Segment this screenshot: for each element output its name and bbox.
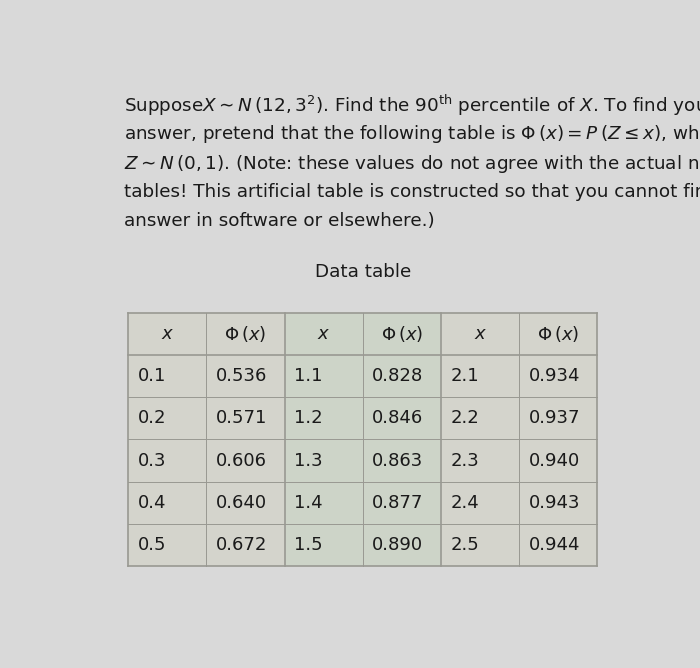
Text: 0.4: 0.4 — [138, 494, 166, 512]
Text: 0.3: 0.3 — [138, 452, 166, 470]
Text: 0.943: 0.943 — [528, 494, 580, 512]
Text: 1.4: 1.4 — [294, 494, 323, 512]
Text: 2.3: 2.3 — [450, 452, 480, 470]
Text: 2.2: 2.2 — [450, 409, 480, 428]
Text: 0.5: 0.5 — [138, 536, 166, 554]
Text: 0.536: 0.536 — [216, 367, 267, 385]
Bar — [285, 355, 363, 397]
Text: $\Phi\,(x)$: $\Phi\,(x)$ — [381, 324, 423, 344]
Text: $\Phi\,(x)$: $\Phi\,(x)$ — [225, 324, 267, 344]
Text: 1.3: 1.3 — [294, 452, 323, 470]
Text: 1.5: 1.5 — [294, 536, 323, 554]
Text: 0.890: 0.890 — [372, 536, 424, 554]
Text: 1.2: 1.2 — [294, 409, 323, 428]
Text: $x$: $x$ — [317, 325, 330, 343]
Bar — [363, 524, 441, 566]
Text: $x$: $x$ — [473, 325, 486, 343]
Text: 0.940: 0.940 — [528, 452, 580, 470]
Text: tables! This artificial table is constructed so that you cannot find the: tables! This artificial table is constru… — [125, 182, 700, 200]
Text: Suppose$X \sim N\,(12, 3^2)$. Find the 90$^\mathrm{th}$ percentile of $X$. To fi: Suppose$X \sim N\,(12, 3^2)$. Find the 9… — [125, 93, 700, 118]
Text: $\Phi\,(x)$: $\Phi\,(x)$ — [537, 324, 580, 344]
Text: 0.937: 0.937 — [528, 409, 580, 428]
Text: 0.828: 0.828 — [372, 367, 424, 385]
Text: 1.1: 1.1 — [294, 367, 323, 385]
Text: $Z \sim N\,(0, 1)$. (Note: these values do not agree with the actual normal: $Z \sim N\,(0, 1)$. (Note: these values … — [125, 153, 700, 175]
Text: 0.571: 0.571 — [216, 409, 267, 428]
Text: Data table: Data table — [315, 263, 411, 281]
Bar — [285, 440, 363, 482]
Text: 0.2: 0.2 — [138, 409, 166, 428]
Text: 2.4: 2.4 — [450, 494, 480, 512]
Bar — [363, 313, 441, 355]
Bar — [363, 355, 441, 397]
Text: 0.863: 0.863 — [372, 452, 424, 470]
Bar — [285, 524, 363, 566]
Text: $x$: $x$ — [161, 325, 174, 343]
Text: 0.846: 0.846 — [372, 409, 424, 428]
Text: 2.5: 2.5 — [450, 536, 480, 554]
Text: 0.640: 0.640 — [216, 494, 267, 512]
Text: 0.606: 0.606 — [216, 452, 267, 470]
Text: answer, pretend that the following table is $\Phi\,(x) = P\,(Z \leq x)$, where: answer, pretend that the following table… — [125, 123, 700, 145]
Text: 0.934: 0.934 — [528, 367, 580, 385]
Bar — [285, 313, 363, 355]
Bar — [285, 482, 363, 524]
Bar — [363, 440, 441, 482]
Text: 0.877: 0.877 — [372, 494, 424, 512]
Bar — [285, 397, 363, 440]
Text: 2.1: 2.1 — [450, 367, 479, 385]
Text: 0.1: 0.1 — [138, 367, 166, 385]
Text: 0.944: 0.944 — [528, 536, 580, 554]
Bar — [363, 482, 441, 524]
Text: answer in software or elsewhere.): answer in software or elsewhere.) — [125, 212, 435, 230]
Bar — [363, 397, 441, 440]
Text: 0.672: 0.672 — [216, 536, 267, 554]
